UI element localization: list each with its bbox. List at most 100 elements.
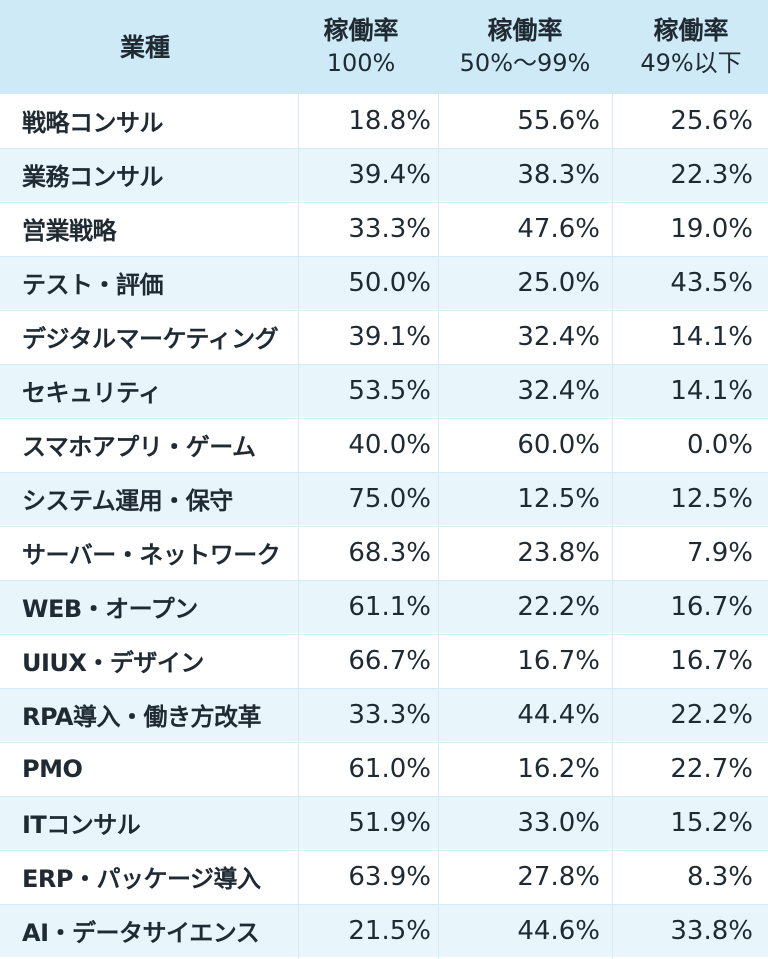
rate-49-below-value: 25.6% [670, 105, 753, 136]
header-rate-50-99: 稼働率 50%〜99% [440, 0, 610, 94]
table-row: 営業戦略 33.3% 47.6% 19.0% [0, 202, 768, 255]
table-header: 業種 稼働率 100% 稼働率 50%〜99% 稼働率 49%以下 [0, 0, 768, 94]
industry-name: AI・データサイエンス [22, 919, 260, 947]
header-rate-49-below-label: 稼働率 [653, 16, 729, 45]
rate-50-99-value: 25.0% [517, 267, 600, 298]
header-industry: 業種 [0, 0, 290, 94]
table-row: ITコンサル 51.9% 33.0% 15.2% [0, 796, 768, 849]
industry-name: システム運用・保守 [22, 487, 233, 515]
rate-100-value: 75.0% [348, 483, 431, 514]
rate-49-below-value: 16.7% [670, 591, 753, 622]
industry-name: ITコンサル [22, 811, 141, 839]
column-divider [438, 94, 439, 959]
industry-name: PMO [22, 754, 83, 783]
rate-49-below-value: 16.7% [670, 645, 753, 676]
rate-100-value: 61.0% [348, 753, 431, 784]
rate-100-value: 33.3% [348, 213, 431, 244]
row-divider [0, 418, 768, 419]
row-divider [0, 634, 768, 635]
rate-100-value: 63.9% [348, 861, 431, 892]
row-divider [0, 472, 768, 473]
rate-49-below-value: 14.1% [670, 375, 753, 406]
rate-49-below-value: 12.5% [670, 483, 753, 514]
rate-100-value: 18.8% [348, 105, 431, 136]
industry-name: デジタルマーケティング [22, 325, 279, 353]
table-row: AI・データサイエンス 21.5% 44.6% 33.8% [0, 904, 768, 957]
rate-50-99-value: 12.5% [517, 483, 600, 514]
rate-50-99-value: 16.2% [517, 753, 600, 784]
row-divider [0, 202, 768, 203]
table-row: デジタルマーケティング 39.1% 32.4% 14.1% [0, 310, 768, 363]
table-row: スマホアプリ・ゲーム 40.0% 60.0% 0.0% [0, 418, 768, 471]
rate-49-below-value: 19.0% [670, 213, 753, 244]
rate-50-99-value: 38.3% [517, 159, 600, 190]
row-divider [0, 526, 768, 527]
rate-100-value: 50.0% [348, 267, 431, 298]
column-divider [298, 94, 299, 959]
column-divider [612, 94, 613, 959]
table-row: 業務コンサル 39.4% 38.3% 22.3% [0, 148, 768, 201]
table-row: 戦略コンサル 18.8% 55.6% 25.6% [0, 94, 768, 147]
row-divider [0, 742, 768, 743]
header-rate-100-label: 稼働率 [323, 16, 399, 45]
rate-50-99-value: 16.7% [517, 645, 600, 676]
header-rate-100-sub: 100% [326, 49, 396, 77]
rate-100-value: 61.1% [348, 591, 431, 622]
industry-name: スマホアプリ・ゲーム [22, 433, 256, 461]
table-row: システム運用・保守 75.0% 12.5% 12.5% [0, 472, 768, 525]
header-rate-49-below-sub: 49%以下 [640, 49, 742, 77]
rate-49-below-value: 22.3% [670, 159, 753, 190]
rate-50-99-value: 55.6% [517, 105, 600, 136]
rate-100-value: 40.0% [348, 429, 431, 460]
rate-50-99-value: 32.4% [517, 321, 600, 352]
table-row: WEB・オープン 61.1% 22.2% 16.7% [0, 580, 768, 633]
rate-50-99-value: 44.6% [517, 915, 600, 946]
table-row: RPA導入・働き方改革 33.3% 44.4% 22.2% [0, 688, 768, 741]
rate-100-value: 33.3% [348, 699, 431, 730]
rate-50-99-value: 22.2% [517, 591, 600, 622]
industry-name: UIUX・デザイン [22, 649, 204, 677]
table-row: UIUX・デザイン 66.7% 16.7% 16.7% [0, 634, 768, 687]
row-divider [0, 256, 768, 257]
table-row: セキュリティ 53.5% 32.4% 14.1% [0, 364, 768, 417]
industry-name: サーバー・ネットワーク [22, 541, 281, 569]
industry-name: ERP・パッケージ導入 [22, 865, 261, 893]
row-divider [0, 580, 768, 581]
table-row: サーバー・ネットワーク 68.3% 23.8% 7.9% [0, 526, 768, 579]
row-divider [0, 850, 768, 851]
rate-50-99-value: 47.6% [517, 213, 600, 244]
rate-50-99-value: 60.0% [517, 429, 600, 460]
table-row: テスト・評価 50.0% 25.0% 43.5% [0, 256, 768, 309]
row-divider [0, 148, 768, 149]
header-rate-49-below: 稼働率 49%以下 [616, 0, 766, 94]
industry-name: 戦略コンサル [22, 109, 164, 137]
row-divider [0, 796, 768, 797]
industry-name: RPA導入・働き方改革 [22, 703, 261, 731]
rate-100-value: 68.3% [348, 537, 431, 568]
table-row: ERP・パッケージ導入 63.9% 27.8% 8.3% [0, 850, 768, 903]
rate-100-value: 39.4% [348, 159, 431, 190]
industry-name: セキュリティ [22, 379, 162, 407]
header-rate-100: 稼働率 100% [296, 0, 426, 94]
rate-49-below-value: 33.8% [670, 915, 753, 946]
row-divider [0, 310, 768, 311]
rate-50-99-value: 33.0% [517, 807, 600, 838]
rate-49-below-value: 43.5% [670, 267, 753, 298]
rate-100-value: 53.5% [348, 375, 431, 406]
rate-50-99-value: 32.4% [517, 375, 600, 406]
industry-name: WEB・オープン [22, 595, 198, 623]
rate-49-below-value: 8.3% [686, 861, 753, 892]
table-row: PMO 61.0% 16.2% 22.7% [0, 742, 768, 795]
rate-49-below-value: 0.0% [686, 429, 753, 460]
rate-49-below-value: 22.7% [670, 753, 753, 784]
rate-100-value: 51.9% [348, 807, 431, 838]
rate-100-value: 66.7% [348, 645, 431, 676]
rate-49-below-value: 7.9% [686, 537, 753, 568]
rate-100-value: 21.5% [348, 915, 431, 946]
rate-50-99-value: 23.8% [517, 537, 600, 568]
rate-49-below-value: 14.1% [670, 321, 753, 352]
industry-name: 業務コンサル [22, 163, 164, 191]
industry-name: テスト・評価 [22, 271, 164, 299]
rate-50-99-value: 44.4% [517, 699, 600, 730]
